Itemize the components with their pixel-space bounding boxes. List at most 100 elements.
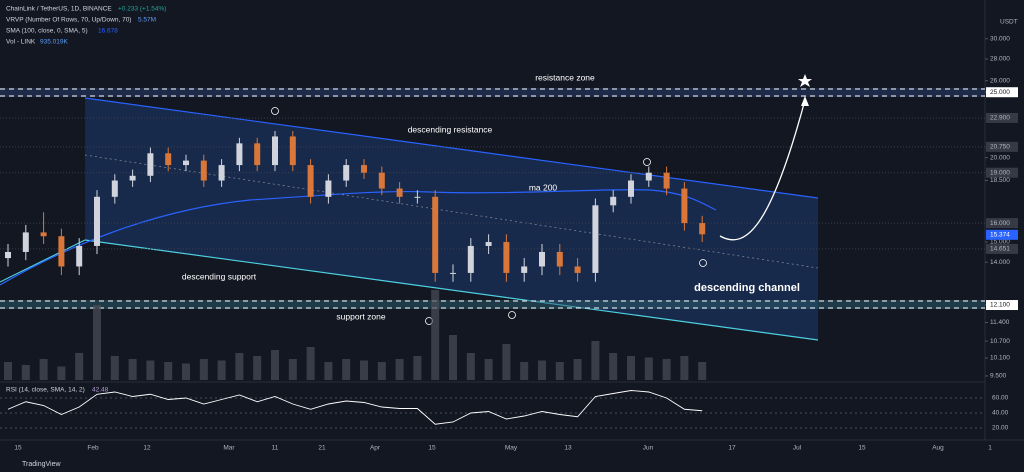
rsi-tick-label: 20.00 [992, 425, 1009, 432]
y-tick-label: 11.400 [990, 319, 1010, 326]
resistance-zone [0, 88, 985, 97]
candle-body [129, 175, 136, 181]
y-tick-label: 30.000 [990, 35, 1010, 42]
volume-bar [591, 341, 600, 380]
volume-bar [128, 359, 137, 380]
volume-bar [21, 365, 30, 380]
volume-bar [342, 359, 351, 380]
y-tick-label: 14.651 [990, 246, 1010, 253]
tick-box [986, 87, 1018, 98]
volume-bar [573, 359, 582, 380]
tick-box [986, 112, 1018, 123]
y-tick-label: 28.000 [990, 56, 1010, 63]
vrvp: VRVP (Number Of Rows, 70, Up/Down, 70) [6, 17, 131, 24]
current-price-box [986, 229, 1018, 240]
sma: SMA (100, close, 0, SMA, 5) [6, 28, 88, 35]
channel-midline [84, 154, 819, 269]
candle-body [681, 188, 688, 224]
current-price-label: 15.374 [990, 232, 1010, 239]
x-tick-label: Apr [370, 445, 381, 452]
x-tick-label: 21 [318, 445, 326, 452]
unit: USDT [1000, 19, 1018, 26]
volume-bar [662, 359, 671, 380]
volume-bar [609, 353, 618, 380]
candle-body [432, 196, 439, 273]
x-tick-label: Feb [87, 445, 99, 452]
annotation: support zone [336, 311, 385, 321]
vol-value: 935.019K [40, 39, 68, 46]
x-tick-label: Jul [793, 445, 802, 452]
candle-body [165, 153, 172, 166]
candle-body [503, 242, 510, 273]
tick-box [986, 300, 1018, 311]
volume-bar [555, 362, 564, 380]
vol: Vol - LINK [6, 39, 36, 46]
volume-bar [93, 305, 101, 380]
volume-bar [288, 359, 297, 380]
y-tick-label: 10.100 [990, 355, 1010, 362]
support-line-ext [0, 239, 86, 283]
annotation: descending channel [694, 282, 800, 294]
annotation: descending support [182, 271, 257, 281]
x-tick-label: 1 [988, 445, 992, 452]
candle-body [521, 266, 528, 273]
y-tick-label: 12.100 [990, 302, 1010, 309]
change: +0.233 (+1.54%) [118, 6, 166, 13]
star [798, 74, 812, 87]
x-tick-label: Aug [932, 445, 944, 452]
volume-bar [627, 356, 635, 380]
candle-body [40, 232, 47, 237]
volume-bar [644, 357, 653, 380]
candle-body [663, 172, 670, 189]
candle-body [307, 165, 314, 197]
candle-body [236, 143, 243, 166]
rsi-tick-label: 40.00 [992, 410, 1009, 417]
x-tick-label: 17 [728, 445, 736, 452]
volume-bar [110, 356, 119, 380]
candle-body [628, 180, 634, 197]
candle-body [467, 245, 474, 273]
rsi-title: RSI (14, close, SMA, 14, 2) [6, 387, 85, 394]
candle-body [592, 205, 599, 273]
candle-body [343, 165, 350, 181]
candle-body [254, 143, 261, 166]
volume-bar [520, 362, 529, 380]
descending-channel [85, 98, 818, 340]
candle-body [58, 236, 65, 267]
volume-bar [75, 353, 84, 380]
vrvp-value: 5.57M [138, 17, 156, 24]
volume-bar [235, 353, 244, 380]
x-tick-label: Mar [223, 445, 235, 452]
ma-200 [0, 189, 717, 286]
tick-box [986, 141, 1018, 152]
x-tick-label: 15 [428, 445, 436, 452]
resistance-line [84, 97, 819, 199]
candle-body [610, 196, 617, 206]
volume-bar [146, 360, 155, 380]
markers [271, 107, 707, 325]
candle-body [22, 232, 29, 252]
projection-arrow [719, 99, 806, 241]
symbol: ChainLink / TetherUS, 1D, BINANCE [6, 6, 112, 13]
rsi-last: 42.48 [92, 387, 109, 394]
volume-bar [502, 344, 511, 380]
y-tick-label: 20.000 [990, 154, 1010, 161]
support-line [84, 239, 819, 341]
volume-bar [4, 362, 12, 380]
volume-bar [324, 362, 333, 380]
volume-bar [57, 366, 66, 380]
y-tick-label: 10.700 [990, 338, 1010, 345]
x-tick-label: May [505, 445, 518, 452]
candle-body [539, 251, 545, 267]
y-tick-label: 15.000 [990, 239, 1010, 246]
candle-body [94, 196, 100, 246]
candle-body [147, 153, 154, 176]
volume-bar [431, 290, 440, 380]
tick-box [986, 243, 1018, 254]
x-tick-label: 15 [858, 445, 866, 452]
y-tick-label: 26.000 [990, 77, 1010, 84]
candle-body [183, 160, 189, 166]
footer: TradingView [22, 461, 61, 468]
rsi-line [7, 390, 703, 425]
